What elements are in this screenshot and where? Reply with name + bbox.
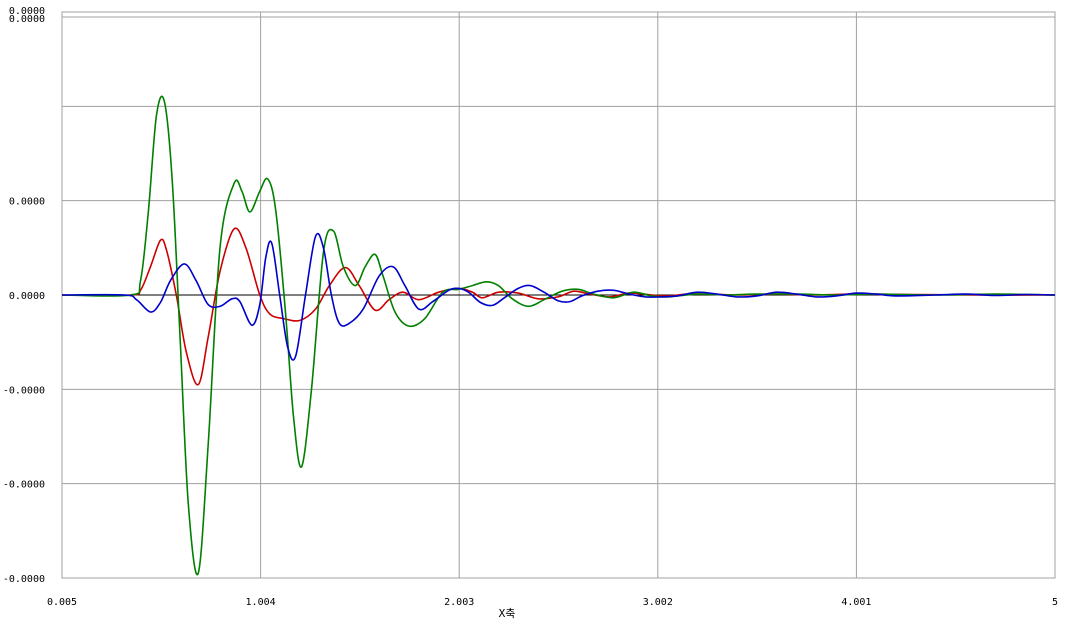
y-tick-label: 0.0000 [9, 6, 45, 17]
x-tick-label: 0.005 [47, 597, 77, 608]
x-tick-label: 3.002 [643, 597, 673, 608]
series-line-2 [61, 95, 1056, 576]
series-line-3 [61, 232, 1056, 361]
x-tick-label: 2.003 [444, 597, 474, 608]
grid-lines [61, 11, 1056, 579]
x-axis-label: X축 [499, 607, 516, 620]
y-tick-label: -0.0000 [3, 574, 45, 585]
y-tick-label: 0.0000 [9, 14, 45, 25]
y-tick-label: 0.0000 [9, 291, 45, 302]
x-tick-labels: 0.005 1.004 2.003 3.002 4.001 5 [47, 597, 1058, 608]
x-tick-label: 4.001 [841, 597, 871, 608]
y-tick-label: -0.0000 [3, 385, 45, 396]
x-tick-label: 1.004 [246, 597, 276, 608]
y-tick-labels: 0.00000.00000.00000.0000-0.0000-0.0000-0… [3, 6, 45, 585]
y-tick-label: 0.0000 [9, 197, 45, 208]
x-tick-label: 5 [1052, 597, 1058, 608]
y-tick-label: -0.0000 [3, 480, 45, 491]
series-layer [61, 95, 1056, 576]
